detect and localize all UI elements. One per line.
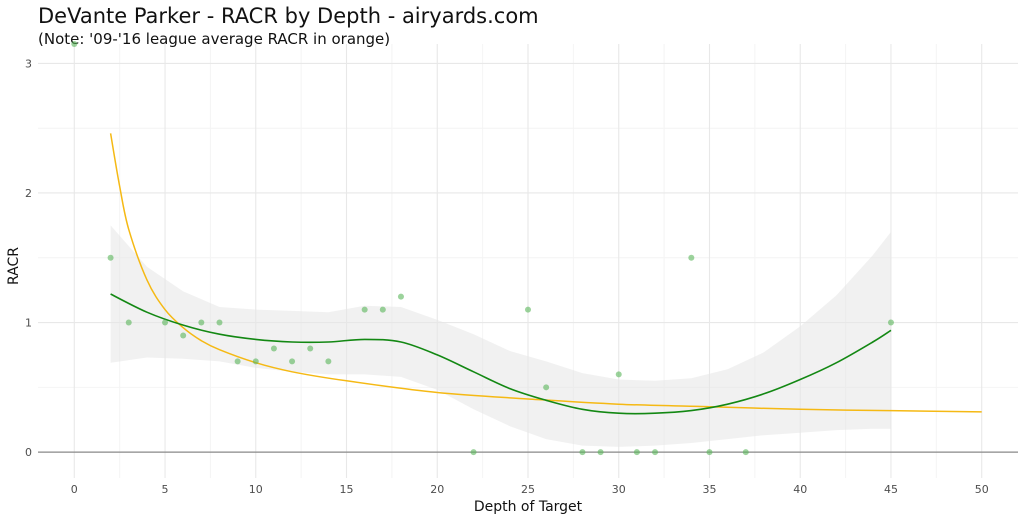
data-point — [688, 254, 695, 261]
data-point — [198, 319, 205, 326]
y-axis-label: RACR — [6, 247, 22, 285]
data-point — [633, 449, 640, 456]
y-tick-label: 2 — [25, 187, 32, 200]
data-point — [543, 384, 550, 391]
data-point — [325, 358, 332, 365]
x-tick-label: 0 — [71, 483, 78, 496]
chart-subtitle: (Note: '09-'16 league average RACR in or… — [38, 30, 391, 48]
data-point — [615, 371, 622, 378]
x-tick-label: 10 — [249, 483, 263, 496]
data-point — [107, 254, 114, 261]
data-point — [706, 449, 713, 456]
data-point — [652, 449, 659, 456]
data-point — [470, 449, 477, 456]
data-point — [180, 332, 187, 339]
confidence-band — [110, 225, 892, 447]
data-point — [397, 293, 404, 300]
data-point — [887, 319, 894, 326]
data-point — [270, 345, 277, 352]
player-smooth-line — [110, 293, 892, 415]
data-point — [252, 358, 259, 365]
data-point — [742, 449, 749, 456]
data-point — [234, 358, 241, 365]
trend-lines-layer — [109, 133, 982, 415]
x-tick-label: 15 — [340, 483, 354, 496]
data-point — [71, 41, 78, 47]
x-axis-label: Depth of Target — [474, 499, 583, 515]
x-tick-label: 45 — [884, 483, 898, 496]
x-tick-label: 30 — [612, 483, 626, 496]
y-tick-label: 1 — [25, 317, 32, 330]
data-point — [162, 319, 169, 326]
y-tick-labels: 0 1 2 3 — [25, 57, 32, 459]
data-point — [525, 306, 531, 313]
y-tick-label: 0 — [25, 446, 32, 459]
data-point — [125, 319, 132, 326]
x-tick-label: 35 — [702, 483, 716, 496]
x-tick-label: 25 — [521, 483, 535, 496]
data-point — [361, 306, 368, 313]
x-tick-label: 50 — [975, 483, 989, 496]
league-average-line — [109, 133, 982, 413]
data-point — [289, 358, 296, 365]
x-tick-labels: 0 5 10 15 20 25 30 35 40 45 50 — [71, 483, 989, 496]
x-tick-label: 5 — [162, 483, 169, 496]
data-point — [216, 319, 223, 326]
confidence-band-layer — [110, 225, 892, 447]
x-tick-label: 40 — [793, 483, 807, 496]
chart-title: DeVante Parker - RACR by Depth - airyard… — [38, 4, 539, 28]
data-point — [597, 449, 604, 456]
y-tick-label: 3 — [25, 57, 32, 70]
data-point — [307, 345, 314, 352]
data-points-layer — [71, 41, 894, 456]
data-point — [379, 306, 386, 313]
data-point — [579, 449, 586, 456]
x-tick-label: 20 — [430, 483, 444, 496]
